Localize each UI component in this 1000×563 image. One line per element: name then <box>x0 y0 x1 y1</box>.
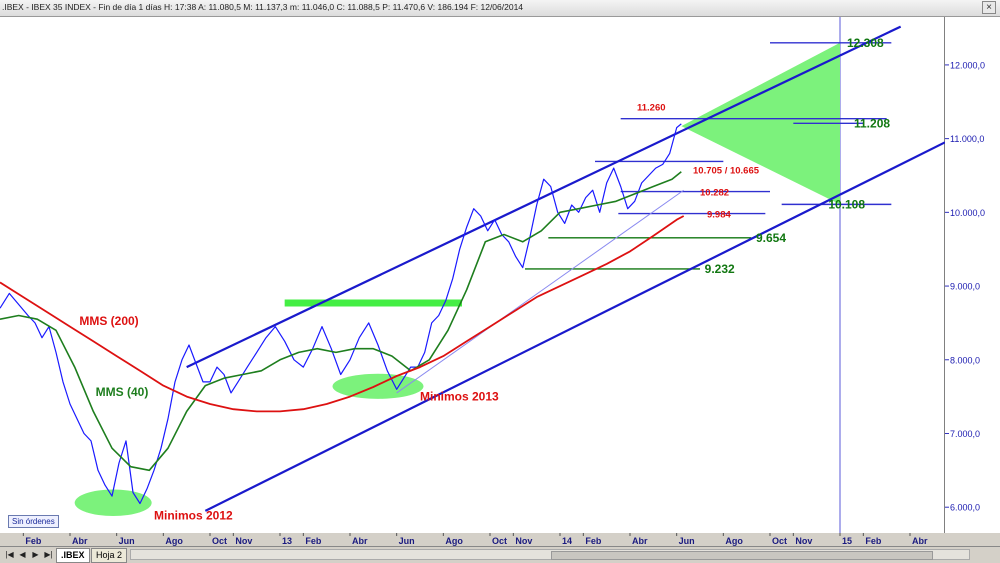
chart-annotation: MMS (40) <box>96 385 149 399</box>
y-tick-label: 10.000,0 <box>950 208 985 218</box>
x-tick-label: Abr <box>912 536 928 546</box>
x-tick-label: Ago <box>445 536 463 546</box>
x-tick-label: Oct <box>772 536 787 546</box>
chart-annotation: Minimos 2012 <box>154 509 233 523</box>
price-axis[interactable]: 6.000,0 7.000,0 8.000,0 9.000,0 10.000,0 11.0… <box>945 17 1000 533</box>
x-tick-label: Abr <box>352 536 368 546</box>
projection-triangle <box>681 42 840 205</box>
chart-annotation: MMS (200) <box>79 314 138 328</box>
level-label: 10.705 / 10.665 <box>693 165 760 176</box>
level-label: 10.108 <box>828 197 865 211</box>
channel-line <box>186 25 902 369</box>
horizontal-scrollbar[interactable] <box>130 549 970 560</box>
time-axis: Feb Abr Jun Ago Oct Nov 13 Feb Abr Jun Ago Oct Nov 14… <box>22 533 928 546</box>
x-tick-label: Ago <box>165 536 183 546</box>
last-sheet-icon[interactable]: ▶| <box>44 550 53 559</box>
channel-line <box>204 141 946 512</box>
next-sheet-icon[interactable]: ▶ <box>32 550 39 559</box>
x-tick-label: Oct <box>212 536 227 546</box>
x-tick-label: Feb <box>865 536 882 546</box>
y-tick-label: 7.000,0 <box>950 429 980 439</box>
level-label: 12.308 <box>847 36 884 50</box>
minimum-highlight-ellipse <box>74 489 152 517</box>
price-axis-svg: 6.000,0 7.000,0 8.000,0 9.000,0 10.000,0 11.0… <box>945 60 985 513</box>
x-tick-label: Jun <box>119 536 135 546</box>
scrollbar-thumb[interactable] <box>551 551 933 560</box>
x-tick-label: Nov <box>515 536 532 546</box>
mms200-series-line <box>0 215 685 413</box>
y-tick-label: 8.000,0 <box>950 355 980 365</box>
chart-annotation: Minimos 2013 <box>420 389 499 403</box>
x-tick-label: Feb <box>305 536 322 546</box>
window-titlebar: .IBEX - IBEX 35 INDEX - Fin de día 1 día… <box>0 0 1000 17</box>
level-label: 11.260 <box>637 103 666 114</box>
level-label: 10.282 <box>700 188 729 199</box>
chart-plot-area[interactable]: 12.308 11.260 11.208 10.705 / 10.665 10.282 1… <box>0 17 946 533</box>
level-label: 11.208 <box>854 116 890 130</box>
tab-hoja-2[interactable]: Hoja 2 <box>91 548 128 563</box>
minimum-highlight-ellipse <box>332 373 424 399</box>
price-chart: 12.308 11.260 11.208 10.705 / 10.665 10.282 1… <box>0 17 946 533</box>
mms40-series-line <box>0 171 682 472</box>
y-tick-label: 12.000,0 <box>950 60 985 70</box>
window-title: .IBEX - IBEX 35 INDEX - Fin de día 1 día… <box>2 2 524 12</box>
level-label: 9.654 <box>756 231 786 245</box>
x-tick-label: Ago <box>725 536 743 546</box>
tab-ibex[interactable]: .IBEX <box>56 548 90 563</box>
level-label: 9.232 <box>705 262 735 276</box>
x-tick-label: 14 <box>562 536 572 546</box>
x-tick-label: Jun <box>399 536 415 546</box>
support-trend-line <box>396 189 684 394</box>
x-tick-label: 13 <box>282 536 292 546</box>
y-tick-label: 9.000,0 <box>950 282 980 292</box>
level-label: 9.984 <box>707 210 731 221</box>
x-tick-label: Abr <box>72 536 88 546</box>
x-tick-label: 15 <box>842 536 852 546</box>
x-tick-label: Oct <box>492 536 507 546</box>
prev-sheet-icon[interactable]: ◀ <box>19 550 26 559</box>
orders-badge: Sin órdenes <box>8 515 59 528</box>
first-sheet-icon[interactable]: |◀ <box>5 550 14 559</box>
x-tick-label: Jun <box>679 536 695 546</box>
x-tick-label: Feb <box>585 536 602 546</box>
x-tick-label: Feb <box>25 536 42 546</box>
y-tick-label: 6.000,0 <box>950 503 980 513</box>
close-icon[interactable]: × <box>982 1 996 14</box>
x-tick-label: Abr <box>632 536 648 546</box>
x-tick-label: Nov <box>795 536 812 546</box>
x-tick-label: Nov <box>235 536 252 546</box>
y-tick-label: 11.000,0 <box>950 134 984 144</box>
